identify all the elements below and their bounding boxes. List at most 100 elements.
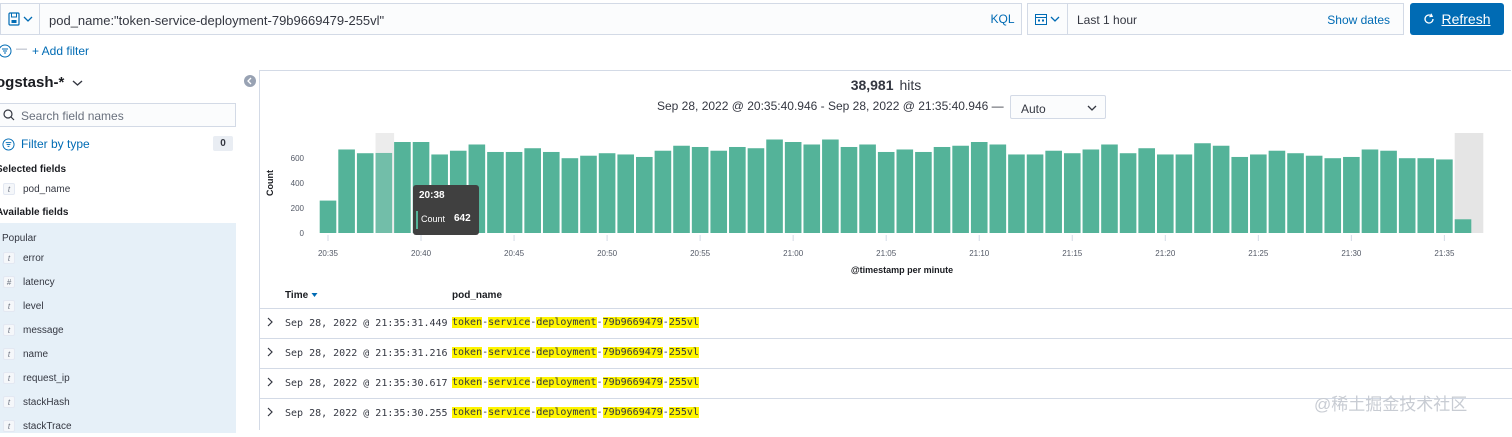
chart-bar[interactable]: [1026, 154, 1044, 233]
chart-bar[interactable]: [784, 142, 802, 233]
time-range-label[interactable]: Last 1 hour: [1077, 13, 1138, 27]
chart-bar[interactable]: [822, 139, 839, 233]
chart-bar[interactable]: [1324, 158, 1342, 233]
show-dates-link[interactable]: Show dates: [1327, 13, 1390, 27]
chart-bar[interactable]: [970, 142, 988, 233]
chart-bar[interactable]: [1231, 156, 1249, 233]
chevron-right-icon[interactable]: [266, 377, 274, 387]
chart-bar[interactable]: [1417, 158, 1435, 233]
table-row[interactable]: Sep 28, 2022 @ 21:35:31.216 token-service…: [259, 338, 1512, 368]
chart-bar[interactable]: [1101, 144, 1118, 233]
chart-bar[interactable]: [673, 145, 690, 233]
row-timestamp: Sep 28, 2022 @ 21:35:30.255: [285, 408, 448, 419]
refresh-button[interactable]: Refresh: [1410, 3, 1504, 35]
chart-bar[interactable]: [654, 150, 672, 233]
chart-bar[interactable]: [375, 152, 393, 233]
chart-bar[interactable]: [524, 148, 541, 233]
chart-bar[interactable]: [1436, 159, 1453, 233]
chart-bar[interactable]: [1138, 148, 1155, 233]
field-item[interactable]: t request_ip: [0, 367, 236, 389]
chart-bar[interactable]: [691, 146, 709, 233]
query-language-button[interactable]: KQL: [984, 3, 1022, 35]
chart-bar[interactable]: [505, 151, 523, 233]
chart-bar[interactable]: [1361, 149, 1379, 233]
table-row[interactable]: Sep 28, 2022 @ 21:35:30.617 token-service…: [259, 368, 1512, 398]
interval-select[interactable]: Auto: [1010, 95, 1106, 119]
field-item-pod-name[interactable]: t pod_name: [0, 178, 236, 200]
chart-bar[interactable]: [617, 154, 635, 233]
sort-descending-icon[interactable]: [311, 292, 318, 298]
chart-bar[interactable]: [338, 149, 355, 233]
field-item[interactable]: t name: [0, 343, 236, 365]
highlighted-term: 79b9669479: [602, 377, 663, 388]
chart-bar[interactable]: [1250, 154, 1267, 233]
filter-icon[interactable]: [0, 44, 12, 58]
query-input[interactable]: pod_name:"token-service-deployment-79b96…: [39, 3, 985, 35]
chart-bar[interactable]: [989, 144, 1007, 233]
highlighted-term: deployment: [536, 347, 597, 358]
quick-menu-button[interactable]: [1028, 4, 1068, 34]
chevron-right-icon[interactable]: [266, 317, 274, 327]
chart-bar[interactable]: [394, 142, 411, 233]
chart-bar[interactable]: [896, 149, 914, 233]
filter-by-type-button[interactable]: Filter by type: [2, 137, 90, 151]
chart-bar[interactable]: [952, 145, 969, 233]
chart-bar[interactable]: [636, 156, 653, 233]
chart-bar[interactable]: [580, 155, 597, 233]
table-row[interactable]: Sep 28, 2022 @ 21:35:31.449 token-service…: [259, 308, 1512, 338]
field-item[interactable]: # latency: [0, 271, 236, 293]
field-item[interactable]: t error: [0, 247, 236, 269]
chart-bar[interactable]: [729, 146, 746, 233]
saved-query-button[interactable]: [0, 3, 40, 35]
chart-bar[interactable]: [1398, 158, 1416, 233]
field-search-input[interactable]: Search field names: [0, 103, 236, 127]
chart-bar[interactable]: [1175, 154, 1193, 233]
chevron-right-icon[interactable]: [266, 407, 274, 417]
chart-bar[interactable]: [1156, 154, 1174, 233]
chart-bar[interactable]: [859, 144, 876, 233]
chart-bar[interactable]: [1268, 150, 1286, 233]
chart-bar[interactable]: [1212, 145, 1230, 233]
tooltip-time: 20:38: [419, 190, 445, 201]
field-item[interactable]: t stackHash: [0, 391, 236, 413]
chart-bar[interactable]: [915, 151, 932, 233]
field-item[interactable]: t stackTrace: [0, 415, 236, 437]
chart-bar[interactable]: [710, 150, 728, 233]
chart-bar[interactable]: [1454, 219, 1472, 233]
chart-bar[interactable]: [1287, 153, 1304, 233]
chart-bar[interactable]: [542, 151, 560, 233]
chart-bar[interactable]: [877, 151, 895, 233]
chart-bar[interactable]: [803, 144, 821, 233]
table-row[interactable]: Sep 28, 2022 @ 21:35:30.255 token-service…: [259, 398, 1512, 428]
chart-bar[interactable]: [598, 153, 616, 233]
histogram-chart[interactable]: 0 200 400 600 Count 20:35 20:40 20:45 20:50 20:55…: [259, 125, 1512, 280]
column-header-time[interactable]: Time: [285, 290, 318, 301]
chart-bar[interactable]: [1343, 156, 1360, 233]
chart-bar[interactable]: [1008, 154, 1025, 233]
chart-bar[interactable]: [1305, 155, 1323, 233]
string-type-icon: t: [3, 420, 15, 432]
chart-bar[interactable]: [1380, 150, 1397, 233]
chevron-right-icon[interactable]: [266, 347, 274, 357]
chart-bar[interactable]: [561, 158, 579, 233]
chart-bar[interactable]: [933, 146, 951, 233]
chart-bar[interactable]: [356, 153, 374, 233]
chart-bar[interactable]: [766, 139, 783, 233]
chart-bar[interactable]: [747, 148, 765, 233]
chart-bar[interactable]: [487, 151, 504, 233]
add-filter-button[interactable]: + Add filter: [32, 44, 90, 58]
field-item[interactable]: t message: [0, 319, 236, 341]
chart-bar[interactable]: [1194, 143, 1211, 233]
chart-bar[interactable]: [319, 200, 337, 233]
collapse-sidebar-button[interactable]: [244, 75, 256, 87]
chart-bar[interactable]: [840, 146, 858, 233]
chart-bar[interactable]: [1045, 150, 1062, 233]
chart-bar[interactable]: [1082, 149, 1100, 233]
column-header-pod-name[interactable]: pod_name: [452, 290, 503, 301]
chart-bar[interactable]: [1119, 153, 1137, 233]
search-icon: [3, 109, 15, 121]
highlighted-term: token: [452, 347, 483, 358]
field-item[interactable]: t level: [0, 295, 236, 317]
index-pattern-selector[interactable]: ogstash-*: [0, 74, 83, 91]
chart-bar[interactable]: [1063, 153, 1081, 233]
